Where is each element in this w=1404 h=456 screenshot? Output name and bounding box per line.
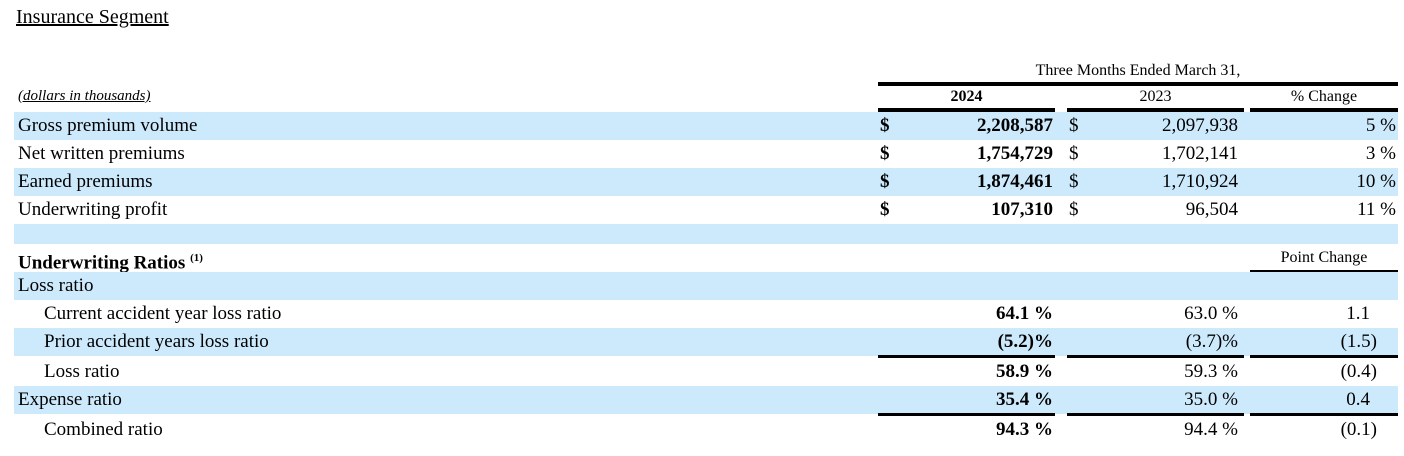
value-2023: 2,097,938 xyxy=(1162,115,1238,136)
currency-symbol: $ xyxy=(880,199,890,220)
spacer-row xyxy=(14,224,1398,244)
value-2023: 59.3 % xyxy=(1184,361,1238,382)
column-header-change: % Change xyxy=(1290,88,1358,105)
group-label: Loss ratio xyxy=(18,275,94,296)
row-label: Underwriting profit xyxy=(18,199,168,220)
row-label: Combined ratio xyxy=(44,419,163,440)
currency-symbol: $ xyxy=(880,115,890,136)
value-change: 3 % xyxy=(1365,143,1396,164)
total-rule xyxy=(1250,413,1398,416)
header-rule xyxy=(878,82,1398,86)
value-2024: 1,754,729 xyxy=(977,143,1053,164)
value-change: 11 % xyxy=(1357,199,1396,220)
column-rule xyxy=(1067,108,1244,112)
currency-symbol: $ xyxy=(1069,143,1079,164)
period-header: Three Months Ended March 31, xyxy=(1035,62,1241,79)
value-change: (1.5) xyxy=(1340,331,1377,352)
value-change: 5 % xyxy=(1365,115,1396,136)
table-row: Gross premium volume $ 2,208,587 $ 2,097… xyxy=(14,112,1398,140)
row-label: Net written premiums xyxy=(18,143,185,164)
table-row: Underwriting profit $ 107,310 $ 96,504 1… xyxy=(14,196,1398,224)
currency-symbol: $ xyxy=(1069,199,1079,220)
ratios-header: Underwriting Ratios (1) xyxy=(18,244,203,274)
row-label: Prior accident years loss ratio xyxy=(44,331,269,352)
row-label: Earned premiums xyxy=(18,171,153,192)
column-header-2024: 2024 xyxy=(950,88,983,105)
total-rule xyxy=(878,413,1055,416)
currency-symbol: $ xyxy=(880,171,890,192)
units-note: (dollars in thousands) xyxy=(18,88,151,104)
value-2023: 63.0 % xyxy=(1184,303,1238,324)
point-change-header: Point Change xyxy=(1280,249,1368,266)
value-2023: 1,702,141 xyxy=(1162,143,1238,164)
value-2024: 2,208,587 xyxy=(977,115,1053,136)
row-label: Loss ratio xyxy=(44,361,120,382)
point-change-rule xyxy=(1250,270,1398,272)
subtotal-rule xyxy=(1250,355,1398,358)
table-row: Loss ratio xyxy=(14,272,1398,300)
currency-symbol: $ xyxy=(1069,171,1079,192)
ratios-header-text: Underwriting Ratios xyxy=(18,252,186,274)
table-row: Net written premiums $ 1,754,729 $ 1,702… xyxy=(14,140,1398,168)
table-row: Current accident year loss ratio 64.1 % … xyxy=(14,300,1398,328)
value-2023: 96,504 xyxy=(1185,199,1238,220)
value-change: 10 % xyxy=(1356,171,1396,192)
value-2024: 1,874,461 xyxy=(977,171,1053,192)
table-row: Prior accident years loss ratio (5.2)% (… xyxy=(14,328,1398,356)
row-label: Expense ratio xyxy=(18,389,122,410)
column-rule xyxy=(1250,108,1398,112)
table-row: Combined ratio 94.3 % 94.4 % (0.1) xyxy=(14,416,1398,444)
ratios-header-row: Underwriting Ratios (1) Point Change xyxy=(14,244,1398,274)
column-rule xyxy=(878,108,1055,112)
value-change: (0.4) xyxy=(1340,361,1377,382)
footnote-marker: (1) xyxy=(190,252,203,264)
subtotal-rule xyxy=(1067,355,1244,358)
value-2024: 58.9 % xyxy=(996,361,1053,382)
value-2024: 107,310 xyxy=(991,199,1053,220)
total-rule xyxy=(1067,413,1244,416)
value-2023: 35.0 % xyxy=(1184,389,1238,410)
currency-symbol: $ xyxy=(1069,115,1079,136)
row-label: Current accident year loss ratio xyxy=(44,303,282,324)
value-change: 1.1 xyxy=(1346,303,1370,324)
currency-symbol: $ xyxy=(880,143,890,164)
value-2024: 64.1 % xyxy=(996,303,1053,324)
row-label: Gross premium volume xyxy=(18,115,198,136)
table-row: Earned premiums $ 1,874,461 $ 1,710,924 … xyxy=(14,168,1398,196)
column-header-2023: 2023 xyxy=(1139,88,1172,105)
table-row: Expense ratio 35.4 % 35.0 % 0.4 xyxy=(14,386,1398,414)
value-2024: 94.3 % xyxy=(996,419,1053,440)
value-2023: (3.7)% xyxy=(1185,331,1238,352)
value-2024: 35.4 % xyxy=(996,389,1053,410)
table-row: Loss ratio 58.9 % 59.3 % (0.4) xyxy=(14,358,1398,386)
value-change: 0.4 xyxy=(1346,389,1370,410)
value-change: (0.1) xyxy=(1340,419,1377,440)
value-2023: 94.4 % xyxy=(1184,419,1238,440)
value-2023: 1,710,924 xyxy=(1162,171,1238,192)
value-2024: (5.2)% xyxy=(997,331,1053,352)
subtotal-rule xyxy=(878,355,1055,358)
section-title: Insurance Segment xyxy=(16,6,169,28)
